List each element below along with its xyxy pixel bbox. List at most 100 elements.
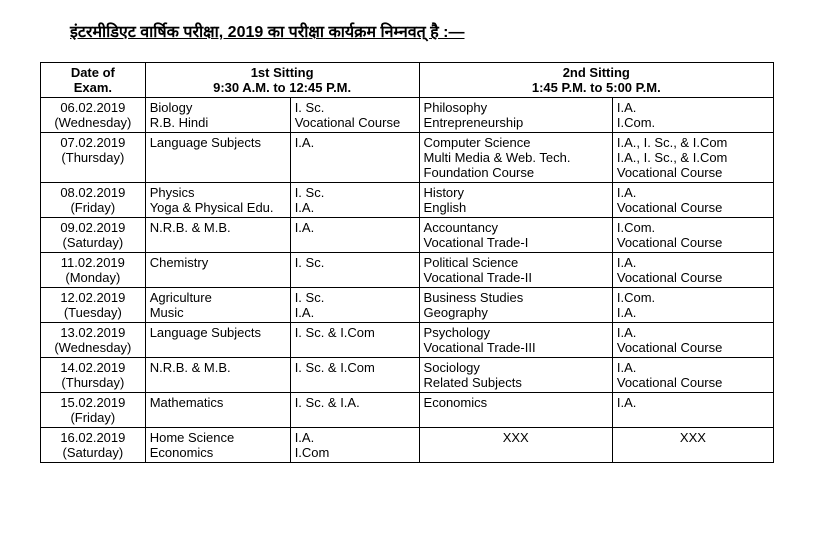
sitting2-subject: Economics	[419, 393, 612, 428]
sitting1-subject: BiologyR.B. Hindi	[145, 98, 290, 133]
sitting2-subject-line: Sociology	[424, 360, 608, 375]
sitting2-subject: PhilosophyEntrepreneurship	[419, 98, 612, 133]
header-date-sublabel: Exam.	[45, 80, 141, 95]
sitting2-stream-line: I.A.	[617, 325, 769, 340]
sitting2-subject-line: English	[424, 200, 608, 215]
date-value: 09.02.2019	[45, 220, 141, 235]
sitting1-subject: AgricultureMusic	[145, 288, 290, 323]
sitting2-stream: I.A.I.Com.	[612, 98, 773, 133]
exam-schedule-table: Date of Exam. 1st Sitting 9:30 A.M. to 1…	[40, 62, 774, 463]
sitting2-stream-line: XXX	[617, 430, 769, 445]
sitting1-subject-line: Economics	[150, 445, 286, 460]
sitting1-stream-line: I. Sc.	[295, 100, 415, 115]
sitting1-subject-line: N.R.B. & M.B.	[150, 360, 286, 375]
sitting1-stream: I.A.	[290, 218, 419, 253]
header-sitting1-label: 1st Sitting	[150, 65, 415, 80]
sitting2-subject-line: Vocational Trade-I	[424, 235, 608, 250]
sitting2-subject-line: Business Studies	[424, 290, 608, 305]
sitting1-stream: I. Sc. & I.Com	[290, 323, 419, 358]
sitting2-subject-line: Foundation Course	[424, 165, 608, 180]
date-cell: 13.02.2019(Wednesday)	[41, 323, 146, 358]
date-cell: 14.02.2019(Thursday)	[41, 358, 146, 393]
sitting1-stream: I. Sc. & I.A.	[290, 393, 419, 428]
date-value: 08.02.2019	[45, 185, 141, 200]
sitting2-stream-line: I.A.	[617, 395, 769, 410]
sitting2-stream: I.A.Vocational Course	[612, 323, 773, 358]
sitting2-stream: I.A.	[612, 393, 773, 428]
header-sitting2: 2nd Sitting 1:45 P.M. to 5:00 P.M.	[419, 63, 773, 98]
sitting2-stream-line: Vocational Course	[617, 340, 769, 355]
sitting2-subject-line: History	[424, 185, 608, 200]
sitting2-subject-line: Entrepreneurship	[424, 115, 608, 130]
sitting1-subject-line: Language Subjects	[150, 135, 286, 150]
date-value: 12.02.2019	[45, 290, 141, 305]
sitting1-subject-line: Mathematics	[150, 395, 286, 410]
sitting2-subject-line: Philosophy	[424, 100, 608, 115]
day-value: (Wednesday)	[45, 115, 141, 130]
sitting1-stream-line: I. Sc.	[295, 290, 415, 305]
sitting1-stream: I.A.I.Com	[290, 428, 419, 463]
sitting2-subject: Political ScienceVocational Trade-II	[419, 253, 612, 288]
sitting2-subject: Computer ScienceMulti Media & Web. Tech.…	[419, 133, 612, 183]
sitting2-stream-line: I.A.	[617, 305, 769, 320]
sitting2-stream-line: Vocational Course	[617, 270, 769, 285]
sitting1-subject-line: Music	[150, 305, 286, 320]
table-row: 09.02.2019(Saturday) N.R.B. & M.B. I.A. Acc…	[41, 218, 774, 253]
sitting2-subject-line: Accountancy	[424, 220, 608, 235]
sitting1-subject-line: Home Science	[150, 430, 286, 445]
sitting1-stream: I. Sc. & I.Com	[290, 358, 419, 393]
date-value: 06.02.2019	[45, 100, 141, 115]
sitting2-subject: SociologyRelated Subjects	[419, 358, 612, 393]
table-row: 06.02.2019(Wednesday)BiologyR.B. HindiI.…	[41, 98, 774, 133]
sitting1-stream-line: I. Sc. & I.Com	[295, 325, 415, 340]
sitting2-subject-line: Computer Science	[424, 135, 608, 150]
sitting2-subject-line: Vocational Trade-II	[424, 270, 608, 285]
header-sitting1: 1st Sitting 9:30 A.M. to 12:45 P.M.	[145, 63, 419, 98]
sitting2-subject: XXX	[419, 428, 612, 463]
table-row: 08.02.2019(Friday)PhysicsYoga & Physical…	[41, 183, 774, 218]
date-value: 13.02.2019	[45, 325, 141, 340]
sitting1-subject-line: Yoga & Physical Edu.	[150, 200, 286, 215]
sitting2-stream: XXX	[612, 428, 773, 463]
sitting2-stream-line: Vocational Course	[617, 165, 769, 180]
table-row: 16.02.2019(Saturday)Home ScienceEconomic…	[41, 428, 774, 463]
table-row: 11.02.2019(Monday)ChemistryI. Sc.Politic…	[41, 253, 774, 288]
sitting1-subject: Mathematics	[145, 393, 290, 428]
day-value: (Thursday)	[45, 375, 141, 390]
sitting1-subject-line: N.R.B. & M.B.	[150, 220, 286, 235]
sitting1-stream-line: I. Sc. & I.Com	[295, 360, 415, 375]
header-sitting1-time: 9:30 A.M. to 12:45 P.M.	[150, 80, 415, 95]
sitting2-subject-line: Psychology	[424, 325, 608, 340]
date-cell: 07.02.2019(Thursday)	[41, 133, 146, 183]
sitting1-subject: Language Subjects	[145, 323, 290, 358]
day-value: (Saturday)	[45, 445, 141, 460]
table-row: 07.02.2019(Thursday) Language Subjects I.A…	[41, 133, 774, 183]
sitting1-stream-line: I.A.	[295, 220, 415, 235]
sitting1-subject: Chemistry	[145, 253, 290, 288]
sitting2-stream-line: I.A., I. Sc., & I.Com	[617, 135, 769, 150]
sitting2-subject: Business StudiesGeography	[419, 288, 612, 323]
sitting1-subject-line: Language Subjects	[150, 325, 286, 340]
sitting1-stream-line: I. Sc. & I.A.	[295, 395, 415, 410]
day-value: (Tuesday)	[45, 305, 141, 320]
sitting2-stream-line: I.Com.	[617, 290, 769, 305]
day-value: (Friday)	[45, 410, 141, 425]
header-date-label: Date of	[45, 65, 141, 80]
day-value: (Saturday)	[45, 235, 141, 250]
sitting2-stream-line: Vocational Course	[617, 375, 769, 390]
sitting2-stream: I.A.Vocational Course	[612, 358, 773, 393]
sitting1-subject: PhysicsYoga & Physical Edu.	[145, 183, 290, 218]
sitting1-stream-line: I.Com	[295, 445, 415, 460]
sitting2-stream-line: Vocational Course	[617, 235, 769, 250]
sitting1-subject-line: R.B. Hindi	[150, 115, 286, 130]
sitting2-stream: I.A.Vocational Course	[612, 253, 773, 288]
date-value: 07.02.2019	[45, 135, 141, 150]
sitting2-subject-line: Vocational Trade-III	[424, 340, 608, 355]
sitting2-subject-line: Political Science	[424, 255, 608, 270]
sitting1-stream-line: I.A.	[295, 305, 415, 320]
sitting2-subject-line: Geography	[424, 305, 608, 320]
sitting1-stream-line: I.A.	[295, 135, 415, 150]
date-cell: 08.02.2019(Friday)	[41, 183, 146, 218]
header-sitting2-label: 2nd Sitting	[424, 65, 769, 80]
sitting1-stream: I. Sc.Vocational Course	[290, 98, 419, 133]
